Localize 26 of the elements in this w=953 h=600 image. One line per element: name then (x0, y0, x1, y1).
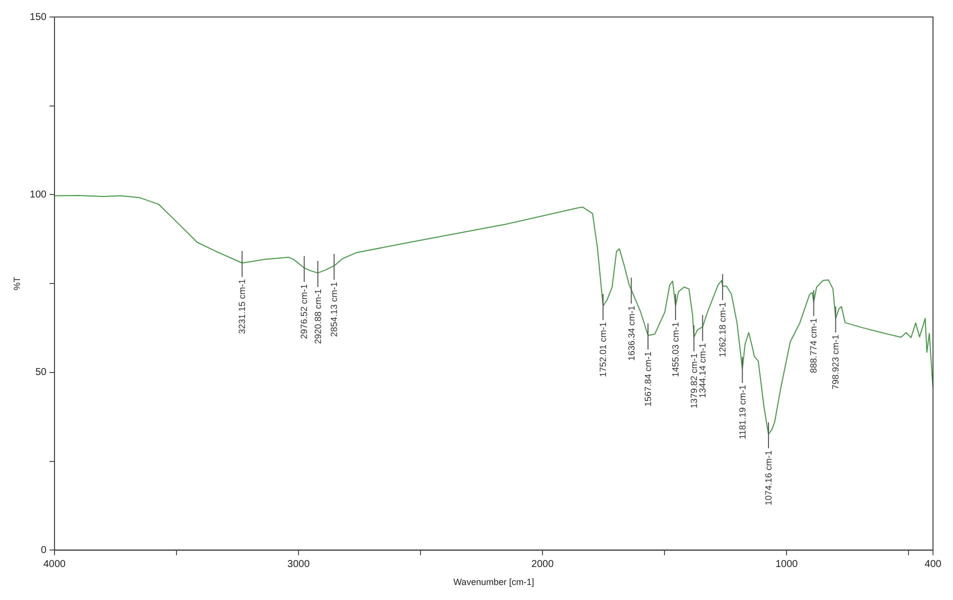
x-tick-label: 1000 (775, 558, 798, 570)
annotation: 1074.16 cm-1 (763, 450, 774, 506)
x-tick-label: 4000 (43, 558, 66, 570)
x-axis-title: Wavenumber [cm-1] (453, 577, 534, 588)
annotation: 1636.34 cm-1 (626, 306, 636, 361)
y-tick-label: 50 (35, 367, 47, 378)
x-tick-label: 3000 (287, 558, 310, 570)
y-tick-label: 150 (30, 12, 47, 23)
annotation: 1379.82 cm-1 (688, 353, 699, 408)
annotation: 2854.13 cm-1 (329, 282, 340, 337)
y-axis-title: %T (12, 276, 22, 290)
annotation: 2920.88 cm-1 (312, 288, 323, 344)
annotation: 1181.19 cm-1 (737, 384, 748, 440)
annotation: 1567.84 cm-1 (643, 352, 654, 407)
y-tick-label: 0 (40, 544, 47, 556)
annotation: 1262.18 cm-1 (718, 302, 728, 358)
x-tick-label: 2000 (531, 558, 554, 570)
annotation: 888.774 cm-1 (808, 318, 819, 374)
annotation: 1455.03 cm-1 (670, 322, 681, 378)
annotation: 1344.14 cm-1 (698, 342, 708, 398)
annotation: 3231.15 cm-1 (237, 278, 248, 334)
y-tick-label: 100 (30, 189, 47, 200)
annotation: 1752.01 cm-1 (598, 322, 608, 378)
annotation: 2976.52 cm-1 (299, 284, 310, 340)
annotation: 798.923 cm-1 (830, 334, 841, 390)
x-tick-label: 400 (924, 558, 942, 570)
